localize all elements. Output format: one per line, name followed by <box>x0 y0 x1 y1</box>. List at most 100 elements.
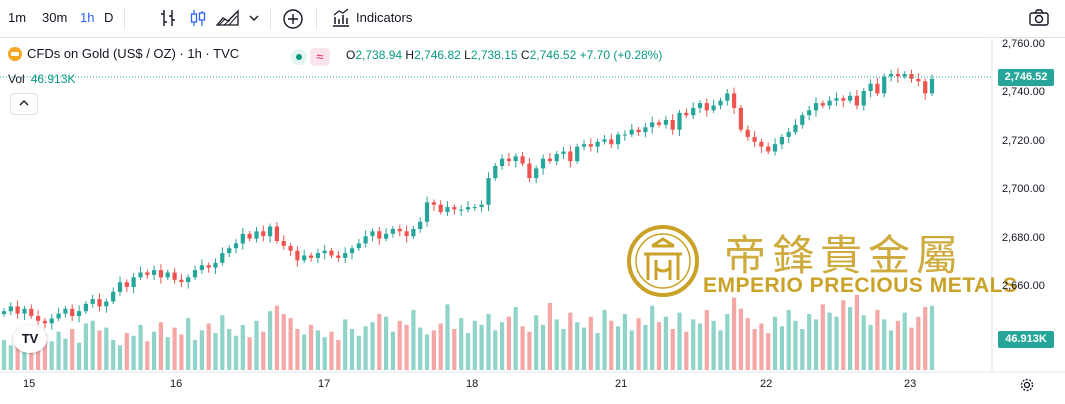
toolbar-divider <box>270 8 271 30</box>
candle-body <box>861 91 866 106</box>
candle-body <box>424 202 430 222</box>
volume-bar <box>247 337 252 370</box>
volume-bar <box>554 319 559 370</box>
volume-bar <box>486 314 491 370</box>
interval-1h[interactable]: 1h <box>80 10 95 25</box>
candle-body <box>411 228 416 237</box>
volume-bar <box>274 305 279 370</box>
settings-gear-icon[interactable] <box>1020 378 1034 397</box>
candle-body <box>465 207 471 210</box>
volume-bar <box>308 324 314 370</box>
toolbar-divider <box>124 8 125 30</box>
candle-body <box>472 207 477 209</box>
volume-bar <box>240 324 245 370</box>
volume-bar <box>670 329 675 370</box>
candle-body <box>718 100 723 106</box>
candle-body <box>650 122 655 128</box>
bars-chart-icon[interactable] <box>160 8 178 33</box>
time-tick-label: 21 <box>615 378 628 390</box>
symbol-legend[interactable]: CFDs on Gold (US$ / OZ) · 1h · TVC <box>8 46 239 61</box>
candle-body <box>875 83 880 94</box>
candle-body <box>609 139 614 145</box>
volume-bar <box>841 300 846 370</box>
add-compare-icon[interactable] <box>282 8 304 35</box>
volume-bar <box>186 318 191 370</box>
interval-30m[interactable]: 30m <box>42 10 68 25</box>
volume-bar <box>111 339 116 370</box>
area-chart-icon[interactable] <box>215 8 240 33</box>
volume-bar <box>547 303 552 370</box>
candle-body <box>888 74 894 77</box>
volume-bar <box>772 316 778 370</box>
candle-body <box>663 120 668 125</box>
volume-bar <box>540 324 546 370</box>
volume-bar <box>295 329 300 370</box>
volume-bar <box>329 331 334 370</box>
volume-bar <box>302 334 307 370</box>
candle-body <box>356 243 361 249</box>
volume-bar <box>752 329 757 370</box>
close-value: 2,746.52 <box>529 48 577 62</box>
candle-body <box>172 272 177 280</box>
candle-body <box>233 243 239 249</box>
candle-body <box>438 204 443 212</box>
indicators-button[interactable]: Indicators <box>356 10 413 25</box>
volume-bar <box>22 342 27 370</box>
volume-bar <box>759 323 764 370</box>
indicators-icon[interactable] <box>331 8 351 33</box>
candle-body <box>36 316 41 321</box>
volume-bar <box>8 345 13 370</box>
open-value: 2,738.94 <box>355 48 403 62</box>
interval-1m[interactable]: 1m <box>8 10 27 25</box>
candle-body <box>22 308 27 314</box>
collapse-legend-button[interactable] <box>10 93 38 115</box>
volume-bar <box>363 326 368 370</box>
candle-body <box>206 265 211 268</box>
high-value: 2,746.82 <box>414 48 461 62</box>
candle-body <box>431 202 436 205</box>
volume-bar <box>370 322 375 370</box>
candle-body <box>779 137 784 145</box>
candle-body <box>643 127 648 133</box>
chevron-down-icon[interactable] <box>248 8 260 33</box>
interval-d[interactable]: D <box>104 10 114 25</box>
candle-body <box>131 277 136 287</box>
candle-body <box>1 311 7 315</box>
candle-body <box>882 76 887 94</box>
candle-body <box>691 107 696 116</box>
candle-body <box>63 308 68 314</box>
toolbar-divider <box>316 8 317 30</box>
volume-bar <box>779 326 784 370</box>
volume-bar <box>117 345 123 370</box>
candle-body <box>493 166 498 179</box>
volume-bar <box>527 331 532 370</box>
tradingview-logo[interactable]: TV <box>13 325 47 353</box>
candle-body <box>752 137 757 142</box>
candle-body <box>56 313 61 319</box>
candle-body <box>227 248 232 254</box>
camera-icon[interactable] <box>1028 8 1050 33</box>
time-tick-label: 22 <box>760 378 773 390</box>
candle-body <box>288 245 293 251</box>
delayed-data-icon[interactable]: ≈ <box>310 48 330 66</box>
volume-bar <box>288 318 293 370</box>
candles-chart-icon[interactable] <box>189 8 207 33</box>
change-value: +7.70 (+0.28%) <box>579 48 663 62</box>
volume-bar <box>384 316 389 370</box>
volume-bar <box>677 312 682 370</box>
close-label: C <box>520 48 530 62</box>
volume-bar <box>534 315 539 370</box>
candle-body <box>738 107 743 130</box>
candle-body <box>677 112 682 130</box>
volume-bar <box>56 331 61 370</box>
volume-bars <box>1 294 935 370</box>
candle-body <box>179 279 184 283</box>
volume-bar <box>424 334 430 370</box>
volume-bar <box>83 323 88 370</box>
candle-body <box>274 226 279 241</box>
candle-body <box>124 282 129 287</box>
volume-bar <box>165 337 170 370</box>
price-tick-label: 2,680.00 <box>1002 231 1045 244</box>
candle-body <box>247 233 252 239</box>
